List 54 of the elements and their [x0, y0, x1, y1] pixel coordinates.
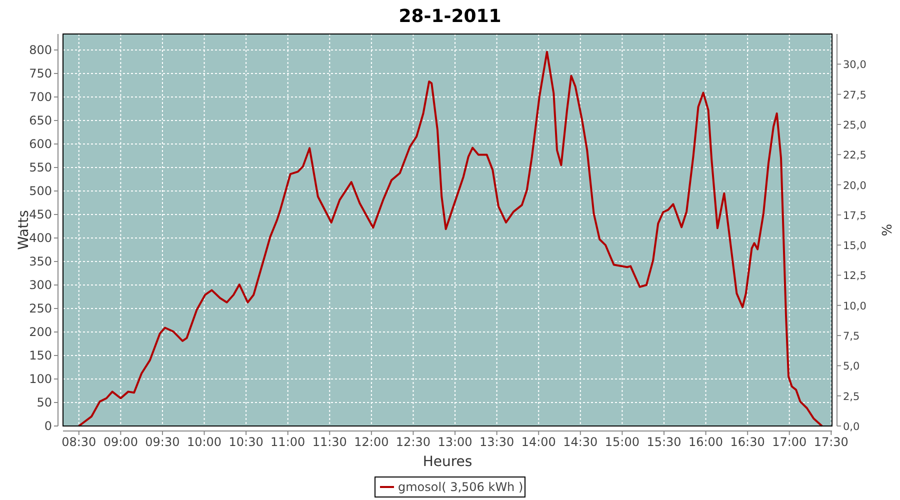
y-tick-label: 300 — [29, 278, 52, 292]
x-tick-label: 11:30 — [312, 435, 347, 449]
x-tick-label: 08:30 — [62, 435, 96, 449]
y-tick-label: 200 — [29, 324, 52, 339]
x-tick-label: 12:00 — [354, 435, 389, 449]
x-tick-label: 10:00 — [186, 435, 222, 449]
chart-title: 28-1-2011 — [398, 6, 502, 27]
y2-tick-label: 30,0 — [843, 59, 866, 72]
x-tick-label: 15:00 — [604, 435, 640, 449]
y2-tick-label: 10,0 — [843, 300, 866, 312]
x-axis-title: Heures — [422, 454, 472, 470]
line-series — [78, 50, 823, 427]
y2-tick-label: 12,5 — [843, 270, 866, 282]
y2-tick-label: 5,0 — [843, 360, 860, 373]
y-tick-label: 400 — [29, 230, 52, 245]
x-tick-label: 17:30 — [814, 435, 848, 449]
x-tick-label: 09:30 — [145, 435, 180, 449]
y-tick-label: 350 — [29, 254, 52, 268]
y2-tick-label: 17,5 — [843, 210, 866, 222]
y2-tick-label: 15,0 — [843, 240, 866, 252]
legend-label: gmosol( 3,506 kWh ) — [398, 480, 524, 494]
x-tick-label: 16:00 — [688, 435, 724, 449]
x-tick-label: 13:00 — [438, 435, 472, 449]
y-tick-label: 650 — [29, 113, 52, 128]
y2-tick-label: 20,0 — [843, 180, 866, 192]
x-tick-label: 14:30 — [563, 435, 598, 449]
y-tick-label: 750 — [29, 66, 52, 80]
x-tick-label: 09:00 — [103, 435, 138, 449]
x-tick-label: 16:30 — [730, 435, 765, 449]
y-tick-label: 550 — [29, 160, 52, 174]
x-tick-label: 14:00 — [521, 435, 556, 449]
y2-tick-label: 25,0 — [843, 119, 866, 132]
y-tick-label: 600 — [29, 136, 52, 151]
y-tick-label: 100 — [29, 372, 52, 386]
y-tick-label: 700 — [29, 90, 52, 104]
y2-tick-label: 22,5 — [843, 150, 866, 162]
y-tick-label: 250 — [29, 301, 52, 316]
y-tick-label: 150 — [29, 348, 52, 362]
y-tick-label: 450 — [29, 207, 52, 222]
y2-axis-title: % — [878, 224, 893, 236]
x-tick-label: 13:30 — [480, 435, 514, 449]
x-tick-label: 12:30 — [396, 435, 431, 449]
y-tick-label: 0 — [44, 419, 52, 433]
y2-tick-label: 2,5 — [843, 390, 860, 403]
y-tick-label: 50 — [36, 396, 52, 410]
y2-tick-label: 7,5 — [843, 330, 860, 343]
x-tick-label: 11:00 — [270, 435, 306, 449]
y2-tick-label: 27,5 — [843, 89, 866, 102]
x-tick-label: 17:00 — [772, 435, 807, 449]
x-tick-label: 10:30 — [228, 435, 264, 449]
y-tick-label: 800 — [29, 42, 52, 57]
y2-tick-label: 0,0 — [843, 421, 860, 433]
x-tick-label: 15:30 — [646, 435, 682, 449]
y-tick-label: 500 — [29, 184, 52, 198]
